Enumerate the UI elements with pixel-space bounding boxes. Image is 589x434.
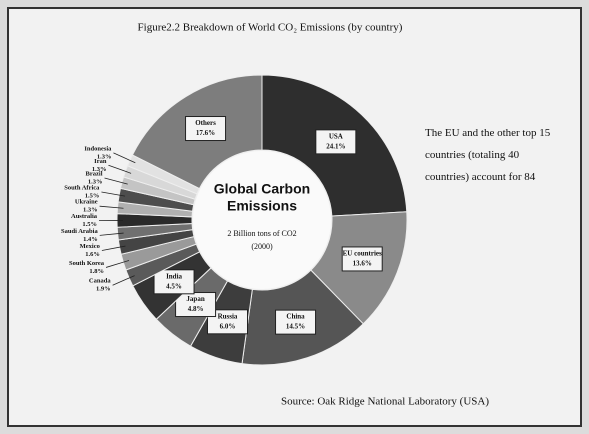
- annotation: The EU and the other top 15 countries (t…: [425, 127, 551, 183]
- slice-label: Japan: [186, 295, 204, 303]
- slice-label: Australia: [71, 213, 98, 220]
- center-subtitle: (2000): [251, 242, 273, 251]
- leader-line: [108, 164, 132, 174]
- value-label: 1.5%: [82, 221, 97, 228]
- value-label: 4.8%: [188, 305, 204, 313]
- label-box: [153, 269, 195, 295]
- leader-line: [104, 177, 128, 185]
- value-label: 1.9%: [96, 286, 111, 293]
- chart-title: Figure2.2 Breakdown of World CO₂ Emissio…: [138, 22, 403, 34]
- value-label: 1.5%: [85, 192, 100, 199]
- source: Source: Oak Ridge National Laboratory (U…: [281, 396, 489, 408]
- slice-label: China: [286, 313, 305, 321]
- value-label: 6.0%: [220, 322, 236, 330]
- slice-label: Indonesia: [84, 145, 112, 152]
- leader-line: [105, 260, 130, 268]
- leader-line: [113, 152, 136, 164]
- slice-label: Brazil: [86, 170, 103, 177]
- value-label: 1.4%: [83, 236, 98, 243]
- label-box: [185, 116, 227, 142]
- slice-label: Russia: [218, 312, 238, 320]
- leader-line: [112, 275, 135, 286]
- leader-line: [101, 245, 126, 251]
- value-label: 14.5%: [286, 323, 305, 331]
- value-label: 1.6%: [85, 251, 100, 258]
- slice-label: USA: [329, 132, 343, 140]
- value-label: 17.6%: [196, 129, 215, 137]
- slice-label: South Africa: [64, 184, 100, 191]
- slice-label: India: [166, 272, 182, 280]
- center-subtitle: 2 Billion tons of CO2: [227, 229, 296, 238]
- value-label: 1.3%: [92, 166, 107, 173]
- slice-label: Mexico: [80, 243, 100, 250]
- slice-label: Saudi Arabia: [61, 228, 98, 235]
- label-box: [315, 129, 357, 155]
- value-label: 1.8%: [89, 268, 104, 275]
- hole: [193, 151, 331, 289]
- slice-label: Canada: [89, 278, 111, 285]
- slice-label: EU countries: [343, 250, 382, 258]
- leader-line: [101, 191, 126, 197]
- label-box: [275, 309, 317, 335]
- label-box: [341, 246, 383, 272]
- leader-line: [99, 232, 124, 236]
- value-label: 1.3%: [88, 178, 103, 185]
- value-label: 1.3%: [83, 207, 98, 214]
- center-title: Emissions: [227, 198, 297, 214]
- value-label: 4.5%: [166, 282, 182, 290]
- value-label: 13.6%: [353, 260, 372, 268]
- center-title: Global Carbon: [214, 181, 310, 197]
- value-label: 1.3%: [97, 153, 112, 160]
- slice-label: Ukraine: [75, 199, 98, 206]
- leader-line: [99, 205, 124, 209]
- slice-label: Others: [195, 119, 216, 127]
- slice-label: Iran: [94, 158, 107, 165]
- value-label: 24.1%: [326, 142, 345, 150]
- slice-label: South Korea: [69, 260, 105, 267]
- label-box: [175, 292, 217, 318]
